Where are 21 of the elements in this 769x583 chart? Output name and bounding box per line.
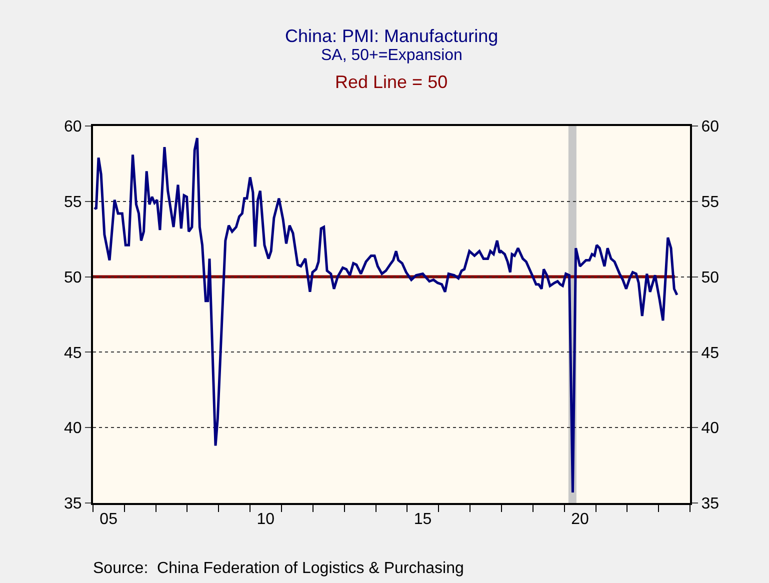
y2-tick-label: 35 (701, 496, 720, 513)
y2-tick-label: 45 (701, 344, 720, 362)
x-tick-label: 10 (256, 511, 275, 528)
y-tick-label: 60 (64, 118, 82, 136)
x-tick-label: 05 (100, 511, 118, 528)
x-tick-label: 20 (571, 511, 589, 528)
line-series (93, 136, 678, 494)
y-tick-label: 55 (64, 194, 82, 211)
y2-tick-label: 55 (701, 194, 720, 211)
source-note: Source: China Federation of Logistics & Purchasing (93, 560, 464, 577)
y-tick-label: 35 (64, 496, 82, 513)
y-tick-label: 50 (64, 269, 82, 286)
y2-tick-label: 50 (701, 269, 720, 286)
y-tick-label: 40 (64, 420, 82, 438)
y2-tick-label: 40 (701, 420, 720, 438)
x-tick-label: 15 (414, 511, 432, 528)
y-tick-label: 45 (64, 344, 82, 362)
chart-title: China: PMI: Manufacturing (285, 26, 498, 46)
y2-tick-label: 60 (701, 118, 720, 136)
text: Red Line = 50 (335, 72, 448, 92)
chart-subtitle: SA, 50+=Expansion (321, 47, 462, 64)
